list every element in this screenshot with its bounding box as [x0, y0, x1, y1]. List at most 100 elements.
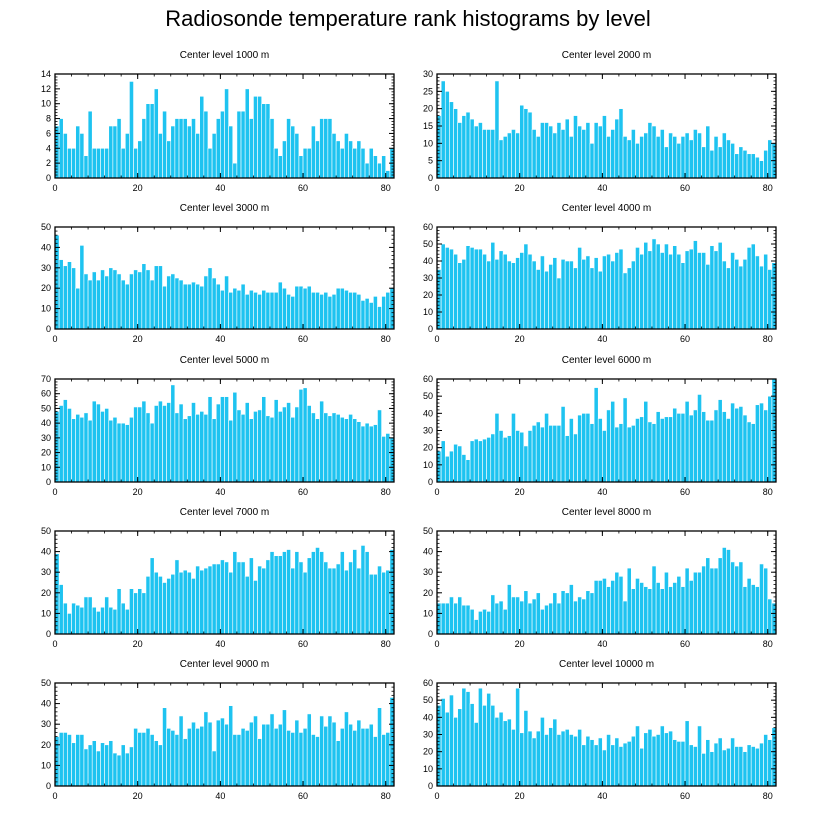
y-tick-label: 0 — [428, 781, 433, 791]
bar — [373, 296, 378, 330]
panel-title: Center level 8000 m — [562, 507, 652, 518]
bar — [162, 707, 167, 787]
bar — [352, 291, 358, 330]
bar — [697, 571, 702, 635]
bar — [581, 129, 587, 179]
bar — [360, 300, 366, 330]
x-tick-label: 20 — [515, 639, 525, 649]
bar — [639, 136, 645, 179]
bar — [203, 414, 209, 483]
bar — [220, 110, 225, 179]
plot-frame — [54, 530, 395, 635]
bar — [717, 146, 723, 179]
bar — [137, 588, 143, 635]
bar — [527, 111, 533, 179]
bar — [721, 411, 727, 483]
bar — [726, 139, 731, 179]
bar — [697, 394, 702, 483]
bar — [709, 751, 715, 787]
y-tick-label: 0 — [46, 324, 51, 334]
bar — [236, 289, 242, 330]
bar — [717, 399, 723, 483]
bar — [178, 279, 184, 330]
bar — [494, 717, 500, 787]
bar — [726, 418, 731, 483]
bar — [444, 711, 450, 787]
bar — [91, 400, 97, 483]
figure-title: Radiosonde temperature rank histograms b… — [165, 6, 651, 31]
bar — [327, 715, 333, 787]
x-tick-label: 40 — [215, 183, 225, 193]
bar — [449, 450, 454, 483]
bar — [323, 725, 329, 787]
bar — [224, 561, 229, 635]
bar — [282, 406, 287, 483]
bar — [610, 580, 616, 635]
bar — [738, 146, 744, 179]
bar — [149, 279, 155, 330]
bar — [67, 261, 72, 330]
bar — [465, 691, 471, 787]
plot-frame — [54, 73, 395, 179]
bar — [730, 561, 735, 635]
bar — [465, 604, 471, 635]
bar — [684, 132, 690, 179]
bar — [100, 147, 105, 179]
bar — [734, 258, 740, 330]
bar — [211, 133, 217, 179]
bar — [282, 709, 287, 787]
bar — [618, 108, 624, 179]
y-tick-label: 30 — [423, 273, 433, 283]
bar — [726, 549, 731, 635]
bar — [469, 440, 475, 483]
bar — [672, 582, 678, 635]
bar — [116, 588, 122, 635]
x-tick-label: 20 — [133, 334, 143, 344]
chart-panel-2: Center level 2000 m 0 5 10 15 20 25 30 0 20 40 60 80 — [423, 50, 777, 193]
bar — [170, 573, 176, 635]
bar — [385, 732, 391, 787]
bar — [726, 747, 731, 787]
bar — [602, 578, 607, 635]
bar — [721, 547, 727, 635]
bar — [693, 409, 698, 483]
bar — [610, 401, 616, 483]
bar — [377, 409, 382, 483]
bar — [273, 291, 279, 330]
y-tick-label: 10 — [423, 608, 433, 618]
bar — [478, 248, 483, 330]
y-tick-label: 50 — [41, 403, 51, 413]
bar — [548, 264, 554, 330]
bar — [713, 250, 719, 330]
bar — [668, 586, 673, 635]
bar — [377, 565, 382, 635]
bar — [174, 277, 180, 330]
bar — [494, 602, 500, 635]
bar — [166, 728, 172, 787]
bar — [257, 409, 263, 483]
bar — [688, 414, 694, 483]
bar — [519, 104, 525, 179]
y-tick-label: 40 — [41, 242, 51, 252]
bar — [544, 270, 549, 330]
bar — [531, 425, 537, 483]
bar — [444, 602, 450, 635]
bar — [705, 557, 711, 635]
bar — [440, 440, 446, 483]
bar — [730, 143, 735, 179]
bar — [261, 103, 267, 179]
bar — [560, 406, 566, 483]
y-tick-label: 30 — [423, 567, 433, 577]
bar — [364, 728, 370, 787]
bar — [614, 118, 620, 179]
bar — [759, 742, 764, 787]
bar — [502, 437, 508, 483]
bar — [377, 707, 382, 787]
y-tick-label: 40 — [423, 547, 433, 557]
bar — [166, 140, 172, 179]
bar — [360, 425, 366, 483]
bar — [129, 416, 134, 483]
bar — [149, 557, 155, 635]
bar — [614, 426, 620, 483]
x-tick-label: 40 — [597, 487, 607, 497]
